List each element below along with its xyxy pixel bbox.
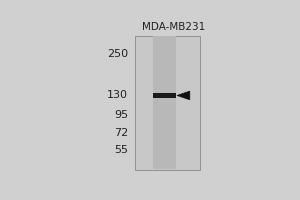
Bar [135, 36, 200, 170]
Text: 55: 55 [114, 145, 128, 155]
Text: 95: 95 [114, 110, 128, 120]
Text: MDA-MB231: MDA-MB231 [142, 22, 206, 32]
Text: 72: 72 [114, 128, 128, 138]
Text: 130: 130 [107, 90, 128, 100]
Text: 250: 250 [107, 49, 128, 59]
Bar [153, 93, 176, 98]
Polygon shape [177, 91, 190, 100]
Bar [153, 36, 176, 169]
